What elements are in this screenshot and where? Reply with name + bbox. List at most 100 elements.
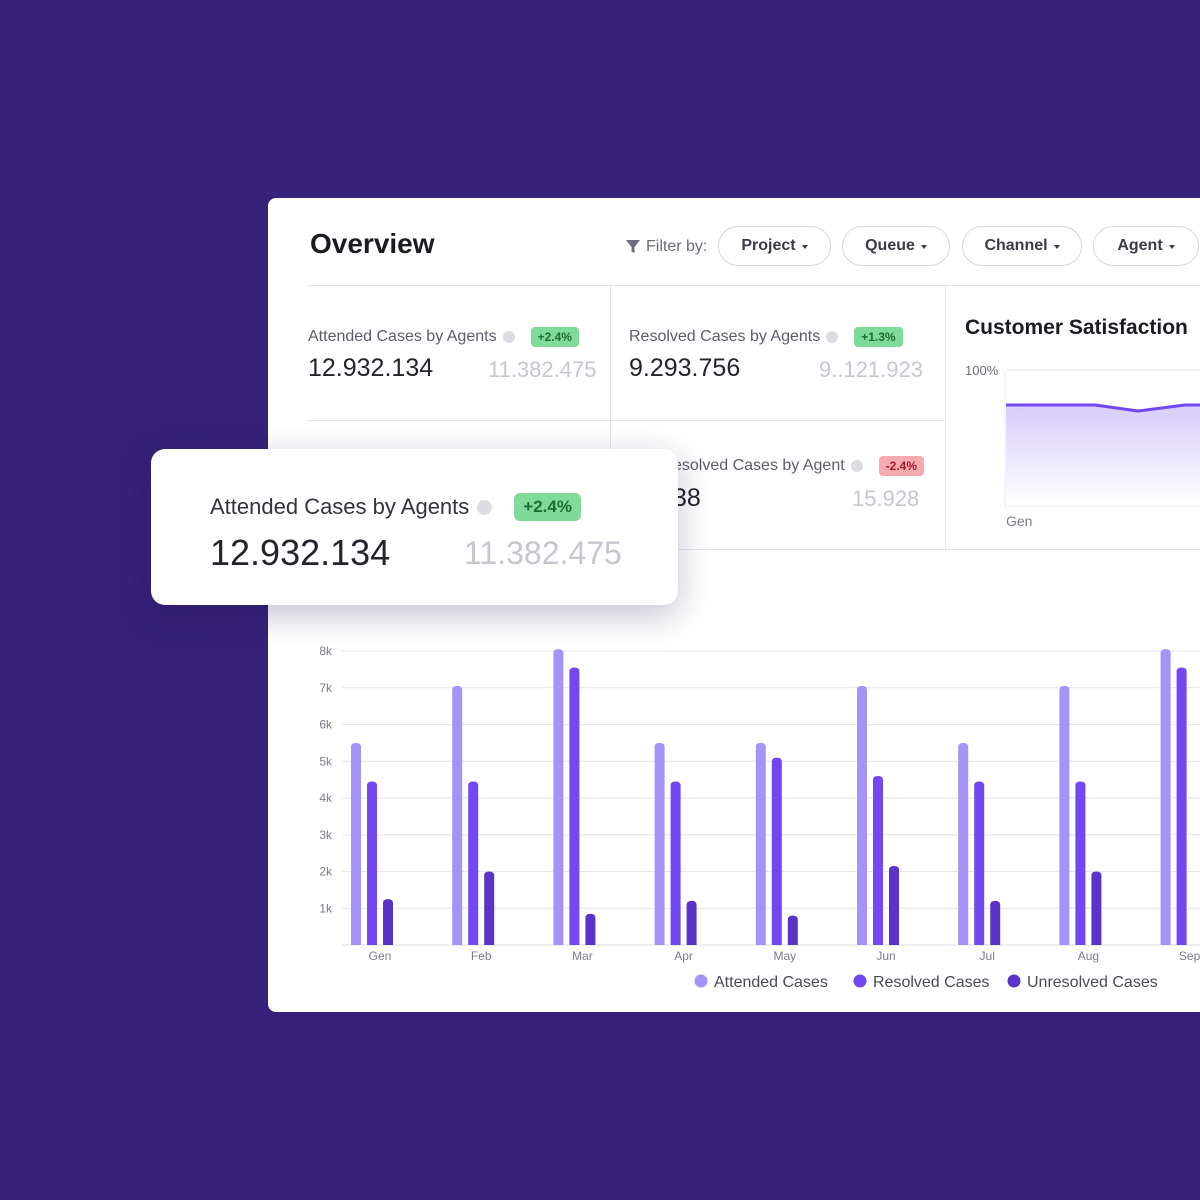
- chart-bar: [974, 781, 985, 945]
- attended-label-text: Attended Cases by Agents: [308, 328, 497, 345]
- filter-icon: [626, 240, 640, 253]
- attended-change-badge: +2.4%: [530, 327, 579, 347]
- attended-stat-label: Attended Cases by Agents +2.4%: [308, 327, 579, 347]
- filter-label-text: Filter by:: [646, 238, 708, 255]
- chart-x-tick-label: Mar: [572, 949, 593, 963]
- chart-bar: [857, 685, 867, 945]
- legend-swatch: [853, 974, 867, 988]
- unresolved-stat-previous: 15.928: [852, 486, 920, 511]
- filter-agent-dropdown[interactable]: Agent: [1093, 226, 1199, 266]
- legend-label: Resolved Cases: [873, 974, 990, 991]
- chart-x-tick-label: Jul: [980, 949, 995, 963]
- chevron-down-icon: [1168, 244, 1175, 249]
- chart-bar: [585, 913, 596, 945]
- chart-x-tick-label: May: [773, 949, 796, 963]
- chart-x-tick-label: Feb: [471, 949, 492, 963]
- chart-bar: [367, 781, 377, 945]
- chart-bar: [889, 865, 899, 945]
- filter-queue-dropdown[interactable]: Queue: [842, 226, 950, 266]
- chart-bar: [1176, 667, 1187, 945]
- legend-swatch: [694, 974, 708, 988]
- stats-row-divider: [308, 420, 945, 421]
- chart-bar: [1160, 649, 1171, 945]
- page-title: Overview: [310, 228, 435, 259]
- chart-bar: [686, 900, 697, 945]
- chart-bar: [1059, 685, 1070, 945]
- chart-y-tick-label: 2k: [319, 865, 333, 879]
- chart-bar: [1075, 781, 1086, 945]
- chevron-down-icon: [920, 244, 927, 249]
- filter-channel-dropdown[interactable]: Channel: [962, 226, 1082, 266]
- filter-channel-label: Channel: [984, 237, 1048, 254]
- chart-bar: [351, 742, 361, 945]
- csat-x-tick: Gen: [1006, 513, 1032, 529]
- chart-x-tick-label: Aug: [1078, 949, 1099, 963]
- chart-bar: [484, 871, 495, 945]
- chart-bar: [670, 781, 681, 945]
- stats-bottom-divider: [268, 549, 1200, 550]
- chart-bar: [873, 775, 883, 945]
- filter-label: Filter by:: [626, 238, 707, 256]
- filter-project-dropdown[interactable]: Project: [718, 226, 831, 266]
- chart-y-tick-label: 7k: [319, 681, 333, 695]
- unresolved-stat-label: esolved Cases by Agent -2.4%: [673, 456, 925, 476]
- chart-x-tick-label: Gen: [369, 949, 392, 963]
- csat-y-tick: 100%: [965, 363, 999, 378]
- info-icon[interactable]: [850, 460, 863, 472]
- chart-y-tick-label: 5k: [319, 754, 333, 768]
- chart-bar: [787, 915, 798, 945]
- chart-bar: [990, 900, 1001, 945]
- chart-x-tick-label: Sep: [1179, 949, 1200, 963]
- cases-bar-chart: 1k 2k 3k 4k 5k 6k 7k 8k Gen Feb Mar Apr May Jun Jul Aug…: [319, 644, 1200, 991]
- filter-queue-label: Queue: [865, 237, 915, 254]
- chart-y-tick-label: 1k: [319, 901, 333, 915]
- chart-y-tick-label: 3k: [319, 828, 333, 842]
- csat-line: [1006, 403, 1200, 413]
- floating-stat-label: Attended Cases by Agents +2.4%: [210, 493, 581, 521]
- chart-bar: [553, 649, 564, 945]
- chart-x-tick-label: Apr: [674, 949, 693, 963]
- stats-column-divider: [610, 286, 611, 549]
- resolved-stat-previous: 9..121.923: [819, 357, 923, 382]
- chart-y-tick-label: 4k: [319, 791, 333, 805]
- floating-stat-previous: 11.382.475: [464, 535, 622, 571]
- chart-bar: [654, 742, 665, 945]
- chart-bar: [569, 667, 580, 945]
- header-divider: [308, 285, 1200, 286]
- info-icon[interactable]: [502, 331, 515, 343]
- csat-area: [1006, 405, 1200, 506]
- unresolved-label-text: esolved Cases by Agent: [673, 457, 845, 474]
- attended-stat-previous: 11.382.475: [488, 357, 597, 382]
- resolved-label-text: Resolved Cases by Agents: [629, 328, 821, 345]
- csat-title: Customer Satisfaction: [965, 316, 1188, 339]
- resolved-stat-value: 9.293.756: [629, 354, 741, 382]
- chevron-down-icon: [1053, 244, 1060, 249]
- unresolved-change-badge: -2.4%: [878, 456, 925, 476]
- chart-bar: [771, 757, 782, 945]
- legend-label: Attended Cases: [714, 974, 828, 991]
- chart-bar: [1091, 871, 1102, 945]
- info-icon[interactable]: [826, 331, 839, 343]
- chart-y-tick-label: 6k: [319, 718, 333, 732]
- chart-bar: [468, 781, 479, 945]
- csat-divider: [945, 286, 946, 549]
- filter-project-label: Project: [741, 237, 796, 254]
- chart-bar: [958, 742, 969, 945]
- chevron-down-icon: [801, 244, 808, 249]
- resolved-stat-label: Resolved Cases by Agents +1.3%: [629, 327, 903, 347]
- legend-label: Unresolved Cases: [1027, 974, 1158, 991]
- chart-x-tick-label: Jun: [876, 949, 895, 963]
- csat-chart: 100% Gen: [965, 363, 1200, 529]
- floating-stat-card: Attended Cases by Agents +2.4% 12.932.13…: [151, 449, 678, 605]
- chart-bar: [383, 899, 393, 945]
- floating-label-text: Attended Cases by Agents: [210, 494, 470, 519]
- attended-stat-value: 12.932.134: [308, 354, 434, 382]
- overview-panel: Overview Filter by: Project Queue Channe…: [268, 198, 1200, 1012]
- chart-bar: [452, 685, 463, 945]
- resolved-change-badge: +1.3%: [854, 327, 903, 347]
- info-icon[interactable]: [477, 499, 493, 515]
- filter-agent-label: Agent: [1117, 237, 1163, 254]
- legend-swatch: [1007, 974, 1021, 988]
- chart-bar: [755, 742, 766, 945]
- chart-y-tick-label: 8k: [319, 644, 333, 658]
